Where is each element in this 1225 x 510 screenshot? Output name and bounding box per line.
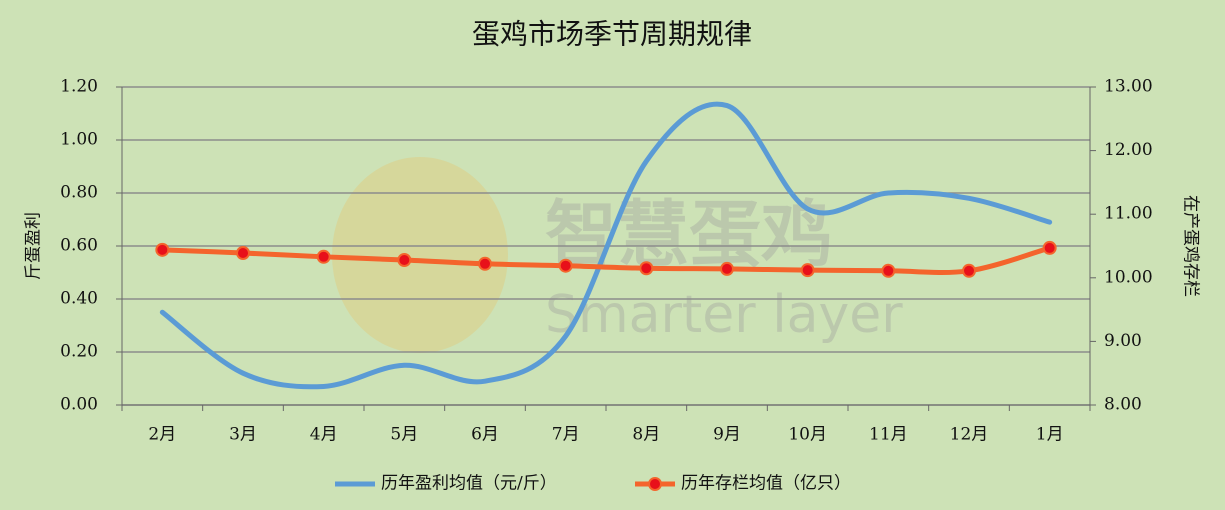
marker <box>397 252 412 267</box>
legend-marker <box>648 477 662 491</box>
x-tick-label: 12月 <box>950 425 989 445</box>
x-tick-label: 2月 <box>148 425 176 445</box>
marker <box>236 245 250 260</box>
x-tick-label: 5月 <box>390 425 418 445</box>
marker <box>155 242 170 257</box>
y2-tick-label: 10.00 <box>1104 267 1153 287</box>
y2-axis-title: 在产蛋鸡存栏 <box>1181 195 1201 297</box>
legend-label: 历年盈利均值（元/斤） <box>381 474 557 494</box>
y-tick-label: 0.60 <box>60 236 98 256</box>
y-axis-title: 斤蛋盈利 <box>24 212 44 280</box>
marker <box>881 263 896 278</box>
marker <box>558 258 573 273</box>
marker <box>720 261 734 276</box>
marker <box>639 261 654 276</box>
watermark-logo <box>332 157 508 353</box>
x-tick-label: 9月 <box>713 425 741 445</box>
y2-tick-label: 12.00 <box>1104 140 1153 160</box>
legend-label: 历年存栏均值（亿只） <box>681 474 851 494</box>
x-tick-label: 10月 <box>788 425 827 445</box>
y-tick-label: 1.00 <box>60 130 98 150</box>
y2-tick-label: 9.00 <box>1104 331 1142 351</box>
x-tick-label: 1月 <box>1036 425 1064 445</box>
watermark: 智慧蛋鸡 Smarter layer <box>332 157 903 353</box>
y2-tick-label: 13.00 <box>1104 77 1153 97</box>
x-tick-label: 8月 <box>632 425 660 445</box>
x-tick-label: 4月 <box>310 425 338 445</box>
y-tick-label: 0.80 <box>60 183 98 203</box>
y-tick-label: 0.20 <box>60 342 98 362</box>
y2-tick-label: 8.00 <box>1104 395 1142 415</box>
y2-tick-label: 11.00 <box>1104 204 1153 224</box>
marker <box>478 256 492 271</box>
y-tick-label: 0.00 <box>60 395 98 415</box>
marker <box>800 263 815 278</box>
series-line <box>159 101 1053 390</box>
watermark-text: 智慧蛋鸡 <box>545 193 833 277</box>
chart-title: 蛋鸡市场季节周期规律 <box>472 18 752 51</box>
marker <box>1042 240 1057 255</box>
x-tick-label: 7月 <box>552 425 580 445</box>
x-tick-label: 3月 <box>229 425 257 445</box>
y-tick-label: 1.20 <box>60 77 98 97</box>
x-tick-label: 6月 <box>471 425 499 445</box>
watermark-text: Smarter layer <box>545 285 903 345</box>
y-tick-label: 0.40 <box>60 289 98 309</box>
marker <box>962 263 976 278</box>
x-tick-label: 11月 <box>869 425 908 445</box>
marker <box>316 249 331 264</box>
